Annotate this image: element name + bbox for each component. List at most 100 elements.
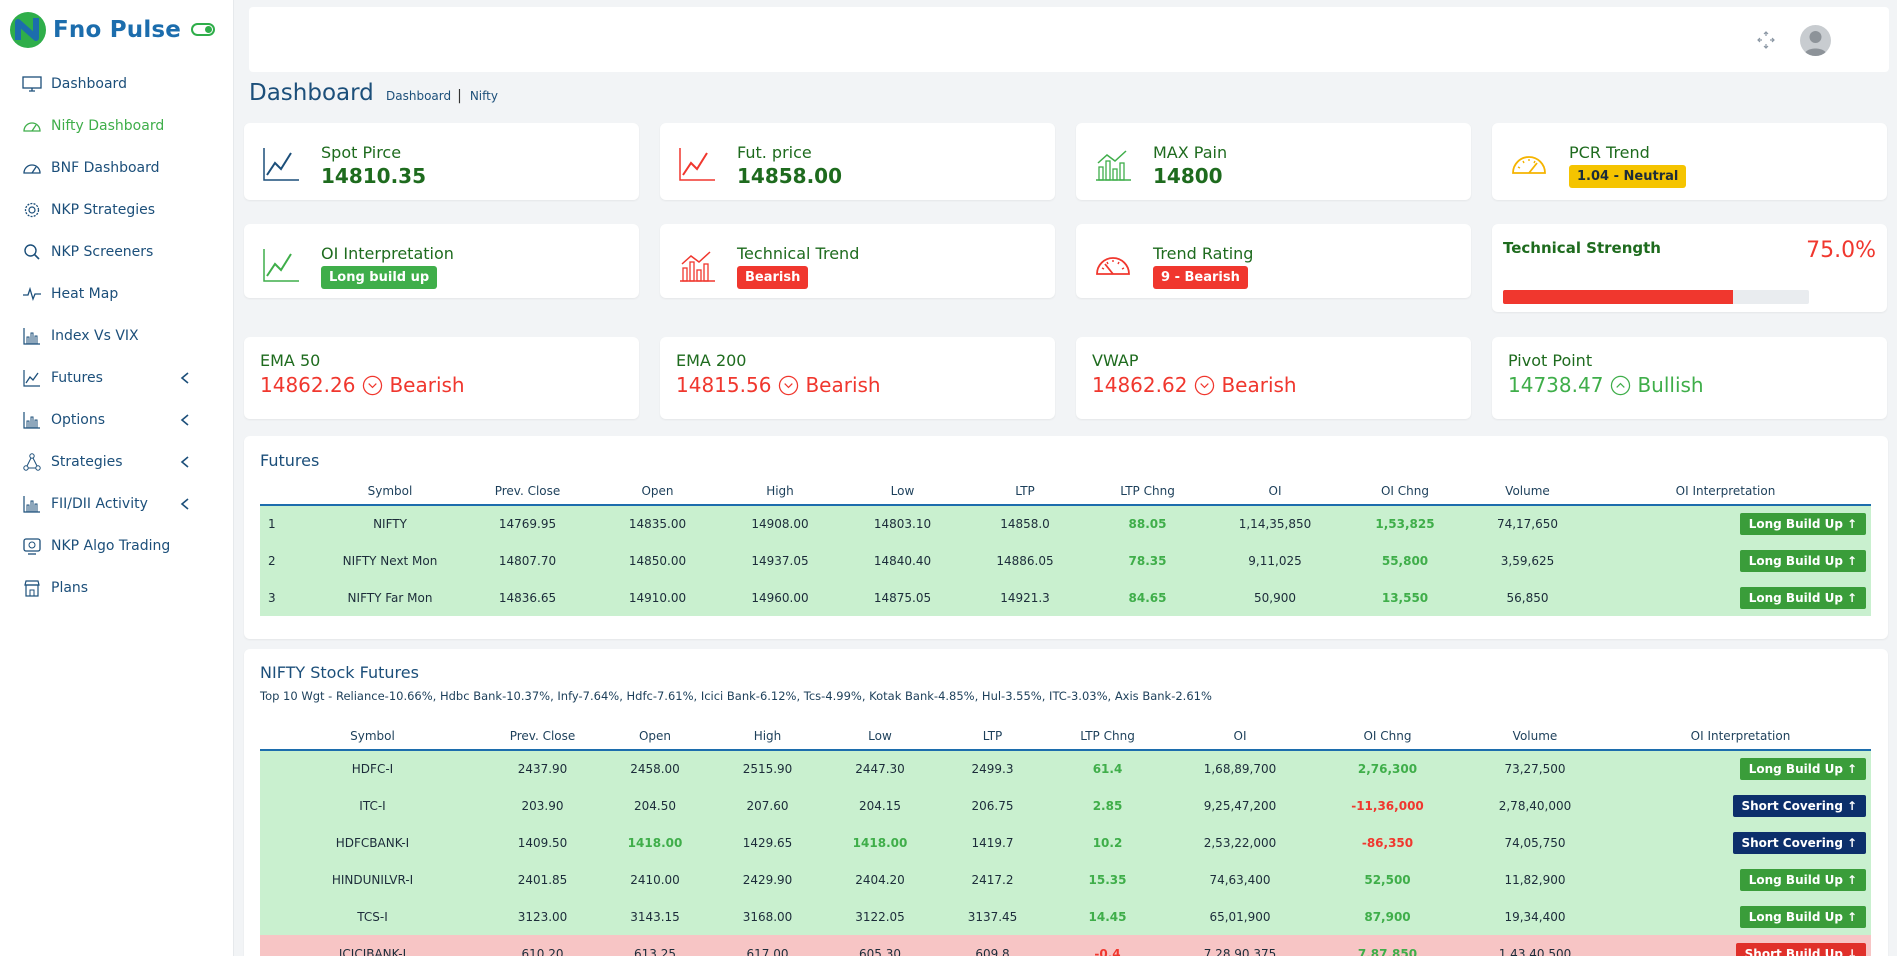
row-index: 2 xyxy=(260,542,315,579)
monitor-icon xyxy=(21,75,43,93)
oi-interpretation-button[interactable]: Short Covering ↑ xyxy=(1732,831,1866,854)
column-header: Low xyxy=(825,723,935,751)
table-row[interactable]: TCS-I 3123.00 3143.15 3168.00 3122.05 3137.45… xyxy=(260,898,1871,935)
sidebar-item-nkp-strategies[interactable]: NKP Strategies xyxy=(0,189,234,231)
oi-cell: 74,63,400 xyxy=(1165,861,1315,898)
trend-rating-label: Trend Rating xyxy=(1153,244,1254,263)
row-index: 1 xyxy=(260,505,315,542)
table-row[interactable]: HDFCBANK-I 1409.50 1418.00 1429.65 1418.00 14… xyxy=(260,824,1871,861)
spot-price-card: Spot Pirce 14810.35 xyxy=(244,123,639,200)
oi-interpretation-cell: Long Build Up ↑ xyxy=(1610,750,1871,787)
arrow-up-icon: ↑ xyxy=(1846,590,1857,605)
symbol-cell: ICICIBANK-I xyxy=(260,935,485,956)
symbol-cell: NIFTY Next Mon xyxy=(315,542,465,579)
volume-cell: 56,850 xyxy=(1475,579,1580,616)
oi-interpretation-cell: Long Build Up ↑ xyxy=(1580,579,1871,616)
sidebar-item-bnf-dashboard[interactable]: BNF Dashboard xyxy=(0,147,234,189)
oi-interpretation-button[interactable]: Short Build Up ↓ xyxy=(1735,942,1866,956)
sidebar-item-dashboard[interactable]: Dashboard xyxy=(0,63,234,105)
oi-cell: 1,68,89,700 xyxy=(1165,750,1315,787)
ltp-cell: 2499.3 xyxy=(935,750,1050,787)
column-header: LTP Chng xyxy=(1050,723,1165,751)
chevron-left-icon[interactable] xyxy=(180,372,190,388)
chevron-left-icon[interactable] xyxy=(180,456,190,472)
open-cell: 14910.00 xyxy=(590,579,725,616)
sidebar-item-nkp-algo-trading[interactable]: NKP Algo Trading xyxy=(0,525,234,567)
breadcrumb-dashboard[interactable]: Dashboard xyxy=(386,89,452,103)
sidebar-item-nifty-dashboard[interactable]: Nifty Dashboard xyxy=(0,105,234,147)
sidebar-item-plans[interactable]: Plans xyxy=(0,567,234,609)
trend-rating-badge: 9 - Bearish xyxy=(1153,266,1248,289)
arrow-up-icon: ↑ xyxy=(1846,909,1857,924)
sidebar-nav: Dashboard Nifty Dashboard BNF Dashboard NKP… xyxy=(0,63,234,609)
vwap-signal: Bearish xyxy=(1221,373,1297,397)
sidebar-item-label: Dashboard xyxy=(51,76,127,92)
table-row[interactable]: 3 NIFTY Far Mon 14836.65 14910.00 14960.00 14… xyxy=(260,579,1871,616)
volume-cell: 2,78,40,000 xyxy=(1460,787,1610,824)
chevron-down-circle-icon xyxy=(1195,375,1215,395)
oi-interpretation-button[interactable]: Long Build Up ↑ xyxy=(1739,513,1866,535)
oi-interpretation-button[interactable]: Long Build Up ↑ xyxy=(1739,586,1866,609)
table-row[interactable]: ITC-I 203.90 204.50 207.60 204.15 206.75 2.85 9… xyxy=(260,787,1871,824)
store-icon xyxy=(21,579,43,597)
sidebar-item-label: NKP Screeners xyxy=(51,244,154,260)
oi-interpretation-button[interactable]: Long Build Up ↑ xyxy=(1739,905,1866,928)
chevron-left-icon[interactable] xyxy=(180,498,190,514)
table-row[interactable]: 1 NIFTY 14769.95 14835.00 14908.00 14803.10 14… xyxy=(260,505,1871,542)
prev-close-cell: 2401.85 xyxy=(485,861,600,898)
oi-interpretation-button[interactable]: Long Build Up ↑ xyxy=(1739,758,1866,780)
fullscreen-icon[interactable] xyxy=(1757,31,1775,49)
chevron-down-circle-icon xyxy=(363,375,383,395)
oi-interpretation-label: Long Build Up xyxy=(1748,517,1843,531)
ltp-cell: 609.8 xyxy=(935,935,1050,956)
bar-chart-icon xyxy=(680,251,715,282)
stock-futures-title: NIFTY Stock Futures xyxy=(260,663,419,682)
line-chart-icon xyxy=(679,148,715,181)
sidebar-item-fii-dii-activity[interactable]: FII/DII Activity xyxy=(0,483,234,525)
table-row[interactable]: HDFC-I 2437.90 2458.00 2515.90 2447.30 2499.3… xyxy=(260,750,1871,787)
app-logo[interactable]: Fno Pulse xyxy=(8,10,181,50)
oi-interpretation-button[interactable]: Long Build Up ↑ xyxy=(1739,868,1866,891)
prev-close-cell: 3123.00 xyxy=(485,898,600,935)
sidebar-item-label: Index Vs VIX xyxy=(51,328,139,344)
ltp-cell: 14858.0 xyxy=(970,505,1080,542)
chevron-left-icon[interactable] xyxy=(180,414,190,430)
ltp-cell: 1419.7 xyxy=(935,824,1050,861)
low-cell: 14840.40 xyxy=(835,542,970,579)
sidebar-item-options[interactable]: Options xyxy=(0,399,234,441)
high-cell: 3168.00 xyxy=(710,898,825,935)
sidebar-item-heat-map[interactable]: Heat Map xyxy=(0,273,234,315)
oi-change-cell: 55,800 xyxy=(1335,542,1475,579)
table-row[interactable]: 2 NIFTY Next Mon 14807.70 14850.00 14937.05 1… xyxy=(260,542,1871,579)
technical-trend-card: Technical Trend Bearish xyxy=(660,224,1055,298)
sidebar-item-index-vs-vix[interactable]: Index Vs VIX xyxy=(0,315,234,357)
table-row[interactable]: ICICIBANK-I 610.20 613.25 617.00 605.30 609.8… xyxy=(260,935,1871,956)
arrow-down-icon: ↓ xyxy=(1846,946,1857,956)
oi-interpretation-button[interactable]: Short Covering ↑ xyxy=(1732,794,1866,817)
ltp-cell: 206.75 xyxy=(935,787,1050,824)
breadcrumb-nifty[interactable]: Nifty xyxy=(469,89,498,103)
sidebar-item-futures[interactable]: Futures xyxy=(0,357,234,399)
theme-toggle[interactable] xyxy=(191,23,215,36)
sidebar-item-nkp-screeners[interactable]: NKP Screeners xyxy=(0,231,234,273)
user-icon xyxy=(1804,31,1827,56)
column-header: OI xyxy=(1165,723,1315,751)
oi-cell: 2,53,22,000 xyxy=(1165,824,1315,861)
technical-trend-badge: Bearish xyxy=(737,266,809,289)
oi-cell: 1,14,35,850 xyxy=(1215,505,1335,542)
low-cell: 204.15 xyxy=(825,787,935,824)
ema50-value: 14862.26 xyxy=(260,373,356,397)
column-header: LTP xyxy=(970,478,1080,506)
sidebar-item-strategies[interactable]: Strategies xyxy=(0,441,234,483)
high-cell: 14937.05 xyxy=(725,542,835,579)
user-avatar[interactable] xyxy=(1800,25,1831,56)
arrow-up-icon: ↑ xyxy=(1846,553,1857,568)
table-row[interactable]: HINDUNILVR-I 2401.85 2410.00 2429.90 2404.20… xyxy=(260,861,1871,898)
oi-interpretation-label: Long Build Up xyxy=(1748,762,1843,776)
technical-strength-card: Technical Strength 75.0% xyxy=(1492,224,1887,312)
prev-close-cell: 610.20 xyxy=(485,935,600,956)
robot-icon xyxy=(21,537,43,555)
oi-interpretation-cell: Long Build Up ↑ xyxy=(1580,542,1871,579)
oi-interpretation-button[interactable]: Long Build Up ↑ xyxy=(1739,549,1866,572)
oi-change-cell: 87,900 xyxy=(1315,898,1460,935)
